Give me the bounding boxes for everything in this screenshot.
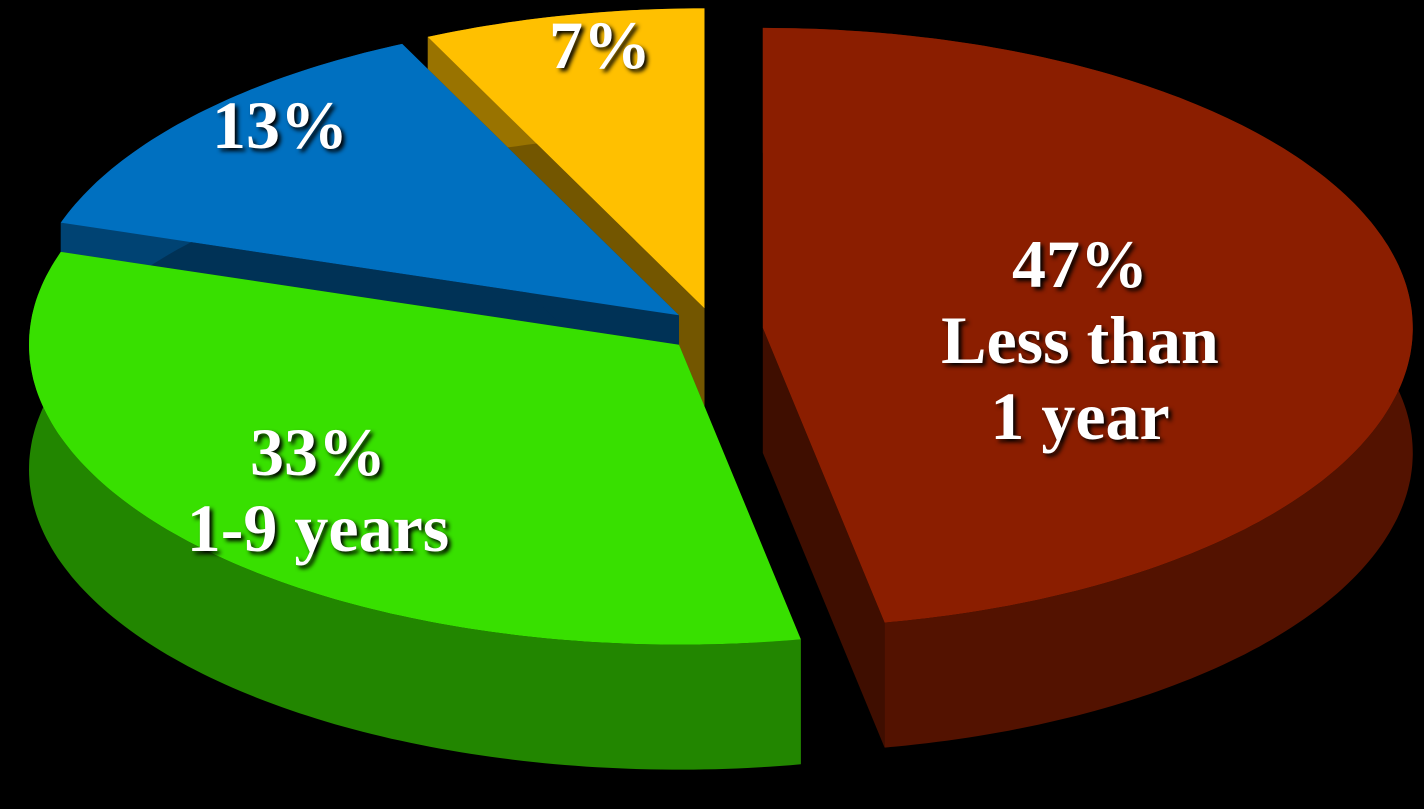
slice-label: 7% (440, 7, 760, 83)
slice (427, 8, 705, 309)
slice (60, 43, 680, 316)
category-label: Less than 1 year (941, 302, 1219, 454)
slice-label: 33% 1-9 years (158, 414, 478, 566)
slice-label: 47% Less than 1 year (920, 226, 1240, 454)
value-label: 47% (1012, 226, 1148, 302)
value-label: 13% (212, 87, 348, 163)
slice (762, 27, 1413, 623)
slice-side (29, 251, 801, 770)
value-label: 33% (250, 414, 386, 490)
value-label: 7% (549, 7, 651, 83)
category-label: 1-9 years (186, 490, 450, 566)
slice (29, 251, 801, 645)
slice-label: 13% (120, 87, 440, 163)
slice-wall (762, 327, 885, 748)
